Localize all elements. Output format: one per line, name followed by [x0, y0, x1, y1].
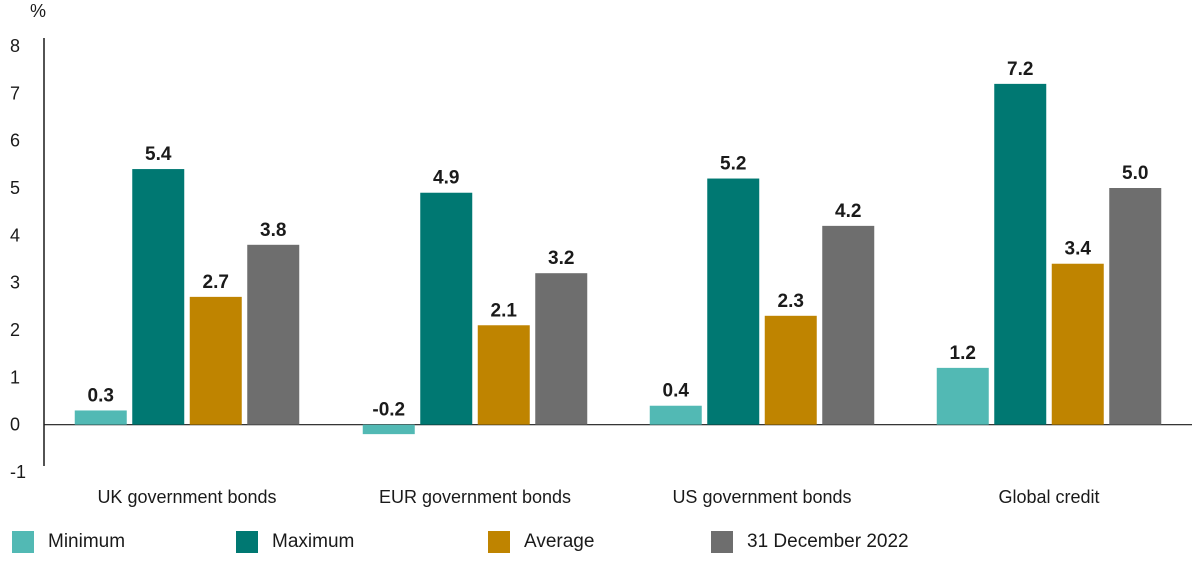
- y-axis-ticks: 8 7 6 5 4 3 2 1 0 -1: [10, 36, 26, 482]
- y-tick-label-7: 7: [10, 83, 20, 103]
- data-label-uk-government-bonds-maximum: 5.4: [145, 144, 172, 165]
- legend-swatch-31-december-2022: [711, 531, 733, 553]
- category-labels-group: UK government bonds EUR government bonds U…: [97, 487, 1099, 507]
- data-label-global-credit-average: 3.4: [1065, 239, 1092, 260]
- data-label-eur-government-bonds-maximum: 4.9: [433, 168, 459, 189]
- y-tick-label-4: 4: [10, 225, 20, 245]
- data-label-us-government-bonds-maximum: 5.2: [720, 154, 746, 175]
- y-axis-unit-label: %: [30, 1, 46, 21]
- bar-global-credit-31-december-2022: [1109, 188, 1162, 425]
- bar-us-government-bonds-average: [764, 315, 817, 425]
- y-tick-label-minus-1: -1: [10, 462, 26, 482]
- y-tick-label-5: 5: [10, 178, 20, 198]
- data-label-us-government-bonds-31-december-2022: 4.2: [835, 201, 861, 222]
- bar-uk-government-bonds-31-december-2022: [247, 244, 300, 425]
- data-label-eur-government-bonds-average: 2.1: [491, 300, 518, 321]
- data-label-eur-government-bonds-minimum: -0.2: [372, 400, 405, 421]
- y-tick-label-8: 8: [10, 36, 20, 56]
- bars-group: [74, 83, 1162, 435]
- y-tick-label-3: 3: [10, 273, 20, 293]
- category-label-us-government-bonds: US government bonds: [672, 487, 851, 507]
- legend-label-maximum: Maximum: [272, 531, 355, 552]
- data-labels-group: 0.3 5.4 2.7 3.8 -0.2 4.9 2.1 3.2 0.4 5.2 2.3 4.2 1.2…: [88, 59, 1149, 421]
- legend-item-average: Average: [488, 528, 594, 556]
- legend-label-minimum: Minimum: [48, 531, 126, 552]
- data-label-us-government-bonds-average: 2.3: [778, 291, 804, 312]
- y-tick-label-0: 0: [10, 415, 20, 435]
- data-label-global-credit-minimum: 1.2: [950, 343, 976, 364]
- bar-us-government-bonds-31-december-2022: [822, 225, 875, 425]
- bar-uk-government-bonds-minimum: [74, 410, 127, 425]
- bar-global-credit-average: [1051, 263, 1104, 425]
- data-label-uk-government-bonds-minimum: 0.3: [88, 385, 114, 406]
- bar-eur-government-bonds-average: [477, 325, 530, 425]
- legend: Minimum Maximum Average 31 December 2022: [0, 528, 1200, 558]
- legend-swatch-maximum: [236, 531, 258, 553]
- bar-eur-government-bonds-31-december-2022: [535, 273, 588, 425]
- bar-global-credit-maximum: [994, 83, 1047, 425]
- category-label-uk-government-bonds: UK government bonds: [97, 487, 276, 507]
- data-label-global-credit-maximum: 7.2: [1007, 59, 1033, 80]
- legend-label-31-december-2022: 31 December 2022: [747, 531, 909, 552]
- category-label-eur-government-bonds: EUR government bonds: [379, 487, 571, 507]
- legend-item-maximum: Maximum: [236, 528, 354, 556]
- bar-uk-government-bonds-maximum: [132, 169, 185, 425]
- bar-uk-government-bonds-average: [189, 296, 242, 425]
- legend-swatch-minimum: [12, 531, 34, 553]
- legend-item-minimum: Minimum: [12, 528, 125, 556]
- y-tick-label-2: 2: [10, 320, 20, 340]
- legend-item-31-december-2022: 31 December 2022: [711, 528, 909, 556]
- data-label-eur-government-bonds-31-december-2022: 3.2: [548, 248, 574, 269]
- y-tick-label-6: 6: [10, 131, 20, 151]
- y-tick-label-1: 1: [10, 367, 20, 387]
- data-label-us-government-bonds-minimum: 0.4: [663, 381, 690, 402]
- data-label-uk-government-bonds-31-december-2022: 3.8: [260, 220, 286, 241]
- category-label-global-credit: Global credit: [998, 487, 1099, 507]
- bar-us-government-bonds-maximum: [707, 178, 760, 425]
- bar-eur-government-bonds-maximum: [420, 192, 473, 425]
- bar-global-credit-minimum: [936, 367, 989, 425]
- data-label-global-credit-31-december-2022: 5.0: [1122, 163, 1148, 184]
- data-label-uk-government-bonds-average: 2.7: [203, 272, 229, 293]
- bar-eur-government-bonds-minimum: [362, 424, 415, 435]
- legend-swatch-average: [488, 531, 510, 553]
- bar-us-government-bonds-minimum: [649, 405, 702, 425]
- legend-label-average: Average: [524, 531, 595, 552]
